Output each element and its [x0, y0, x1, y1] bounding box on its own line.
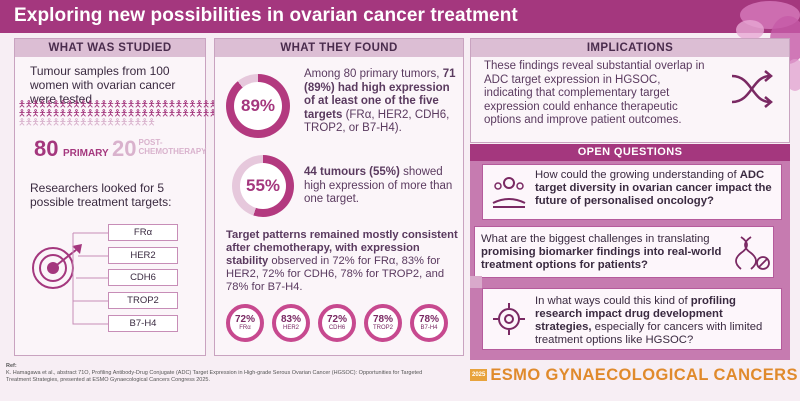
stat1-pct: 89% [234, 82, 282, 130]
corner-decoration [470, 276, 482, 288]
bullseye-icon [32, 244, 82, 289]
target-diagram [32, 232, 108, 325]
target-b7h4: B7-H4 [108, 315, 178, 332]
question-3-c: especially for cancers with limited trea… [535, 321, 763, 346]
stability-b7h4: 78% B7-H4 [410, 304, 448, 342]
stability-trop2: 78% TROP2 [364, 304, 402, 342]
studied-intro: Tumour samples from 100 women with ovari… [30, 64, 176, 106]
stat1-text: Among 80 primary tumors, 71 (89%) had hi… [304, 68, 459, 136]
studied-header: WHAT WAS STUDIED [15, 39, 205, 57]
title-banner: Exploring new possibilities in ovarian c… [0, 0, 800, 33]
stat1-text-c: (FRα, HER2, CDH6, TROP2, or B7-H4). [304, 108, 450, 135]
question-1-b: ADC target diversity in ovarian cancer i… [535, 169, 772, 207]
stability-b7h4-label: B7-H4 [420, 325, 438, 331]
implications-text: These findings reveal substantial overla… [484, 60, 705, 126]
stability-fra-pct: 72% [234, 314, 255, 325]
target-trop2: TROP2 [108, 292, 178, 309]
reference-label: Ref: [6, 363, 17, 369]
question-3-card: In what ways could this kind of profilin… [482, 288, 782, 350]
stat2-text-a: 44 tumours (55%) [304, 166, 400, 178]
stat1-text-a: Among 80 primary tumors, [304, 68, 440, 80]
stability-fra: 72% FRα [226, 304, 264, 342]
stability-her2: 83% HER2 [272, 304, 310, 342]
stability-b7h4-pct: 78% [418, 314, 439, 325]
implications-header: IMPLICATIONS [471, 39, 789, 57]
stability-fra-label: FRα [239, 325, 251, 331]
consistency-rest: observed in 72% for FRα, 83% for HER2, 7… [226, 255, 445, 293]
stability-her2-label: HER2 [282, 325, 299, 331]
stability-cdh6-label: CDH6 [328, 325, 346, 331]
logo-year: 2025 [470, 369, 488, 381]
post-count-block: 20 POST- CHEMOTHERAPY [112, 136, 207, 162]
consistency-text: Target patterns remained mostly consiste… [226, 229, 462, 294]
open-questions-header: OPEN QUESTIONS [470, 144, 790, 161]
women-pictogram: 🯅🯅🯅🯅🯅🯅🯅🯅🯅🯅🯅🯅🯅🯅🯅🯅🯅🯅🯅🯅🯅🯅🯅🯅🯅🯅🯅🯅🯅🯅🯅🯅🯅🯅🯅🯅🯅🯅🯅🯅… [18, 99, 292, 127]
stability-cdh6-pct: 72% [326, 314, 347, 325]
hand-people-icon [492, 177, 526, 208]
stat2-text: 44 tumours (55%) showed high expression … [304, 166, 454, 207]
stability-her2-pct: 83% [280, 314, 301, 325]
stability-trop2-pct: 78% [372, 314, 393, 325]
what-they-found-panel: WHAT THEY FOUND [214, 38, 464, 356]
stability-trop2-label: TROP2 [372, 325, 393, 331]
question-2-card: What are the biggest challenges in trans… [474, 226, 774, 278]
page-title: Exploring new possibilities in ovarian c… [14, 5, 518, 26]
stat2-ring: 55% [232, 155, 294, 217]
stat2-text-b: showed high expression of more than one … [304, 166, 453, 205]
stability-cdh6: 72% CDH6 [318, 304, 356, 342]
stat1-text-b: 71 (89%) had high expression of at least… [304, 68, 456, 121]
primary-label: PRIMARY [62, 148, 109, 159]
question-3-b: profiling research impact drug developme… [535, 295, 736, 333]
reference: Ref: K. Hamagawa et al., abstract 71O, P… [6, 363, 446, 384]
target-her2: HER2 [108, 247, 178, 264]
found-header: WHAT THEY FOUND [215, 39, 463, 57]
stat2-pct: 55% [240, 163, 286, 209]
target-cdh6: CDH6 [108, 269, 178, 286]
question-2-a: What are the biggest challenges in trans… [481, 233, 710, 245]
esmo-logo: 2025 ESMO GYNAECOLOGICAL CANCERS [470, 366, 798, 384]
targets-intro: Researchers looked for 5 possible treatm… [30, 181, 172, 209]
reference-text: K. Hamagawa et al., abstract 71O, Profil… [6, 370, 423, 383]
target-fra: FRα [108, 224, 178, 241]
question-1-card: How could the growing understanding of A… [482, 164, 782, 220]
dna-pill-icon [735, 236, 770, 270]
primary-count: 80 [34, 136, 59, 161]
post-count: 20 [112, 136, 137, 161]
interlock-arrows-icon [731, 70, 773, 108]
primary-count-block: 80 PRIMARY [34, 136, 109, 162]
post-label-1: POST- [138, 138, 163, 147]
research-gear-icon [493, 303, 525, 335]
question-2-b: promising biomarker findings into real-w… [481, 246, 722, 271]
implications-panel: IMPLICATIONS [470, 38, 790, 143]
question-3-a: In what ways could this kind of [535, 295, 688, 307]
stat1-ring: 89% [226, 74, 290, 138]
logo-name: ESMO GYNAECOLOGICAL CANCERS [490, 365, 798, 384]
consistency-bold: Target patterns remained mostly consiste… [226, 229, 458, 267]
post-label-2: CHEMOTHERAPY [138, 147, 207, 156]
question-1-a: How could the growing understanding of [535, 169, 737, 181]
